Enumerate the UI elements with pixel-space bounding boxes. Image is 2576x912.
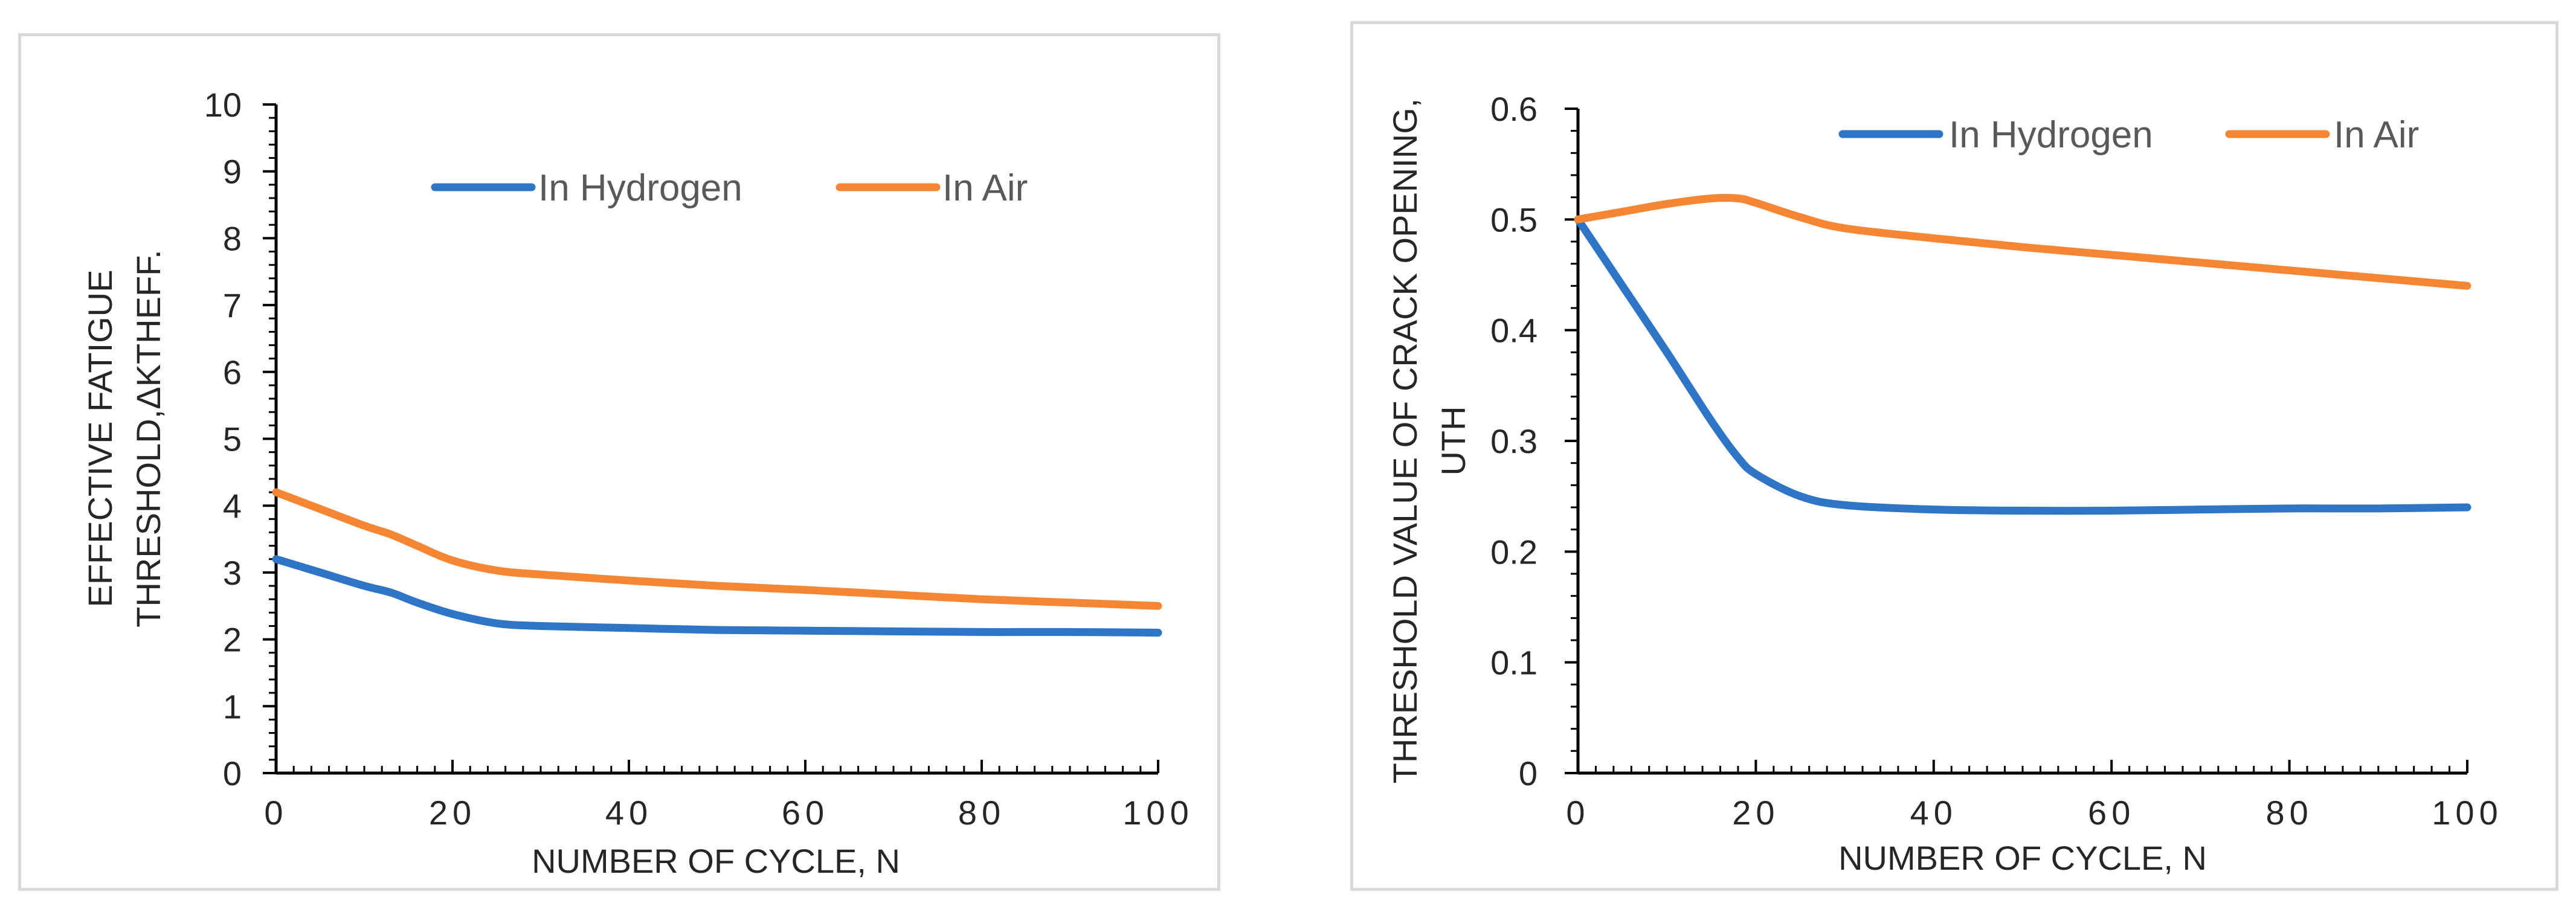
x-tick-label: 20 [1732, 794, 1779, 832]
series-line-in-hydrogen [272, 555, 1162, 637]
chart-panel-right: 0 0.1 0.2 0.3 0.4 0.5 0.6 0 20 40 60 80 100 NUMBER OF… [1350, 21, 2558, 891]
x-tick-label: 80 [2265, 794, 2313, 832]
y-tick-label: 0.1 [1490, 644, 1538, 682]
y-axis-title-line: UTH [1434, 406, 1472, 475]
legend-label-in-hydrogen: In Hydrogen [1949, 114, 2153, 156]
y-tick-label: 8 [223, 219, 242, 257]
x-tick-label: 0 [1566, 794, 1589, 832]
x-tick-label: 0 [264, 794, 288, 832]
y-tick-label: 9 [223, 153, 242, 191]
y-tick-label: 10 [204, 86, 242, 124]
y-tick-label: 0 [1519, 754, 1538, 792]
chart-right-svg: 0 0.1 0.2 0.3 0.4 0.5 0.6 0 20 40 60 80 100 NUMBER OF… [1386, 90, 2502, 877]
x-axis-title: NUMBER OF CYCLE, N [532, 842, 900, 880]
y-tick-label: 0.6 [1490, 90, 1538, 128]
x-tick-label: 80 [958, 794, 1005, 832]
legend-label-in-air: In Air [942, 167, 1028, 209]
y-tick-label: 4 [223, 487, 242, 525]
y-tick-label: 2 [223, 621, 242, 659]
y-tick-label: 0.5 [1490, 201, 1538, 239]
y-axis-title-line: THRESHOLD VALUE OF CRACK OPENING, [1386, 98, 1424, 784]
chart-panel-left: 0 1 2 3 4 5 6 7 8 9 10 0 20 40 60 80 100 NUMBER OF CYCLE,… [18, 33, 1220, 891]
x-tick-label: 60 [782, 794, 829, 832]
y-tick-label: 3 [223, 554, 242, 592]
y-tick-label: 5 [223, 420, 242, 458]
y-tick-label: 6 [223, 353, 242, 391]
series-line-in-hydrogen [1574, 215, 2471, 515]
y-tick-label: 0.4 [1490, 312, 1538, 350]
x-axis-title: NUMBER OF CYCLE, N [1838, 839, 2207, 877]
x-tick-label: 100 [2432, 794, 2502, 832]
x-tick-label: 40 [1910, 794, 1957, 832]
legend-label-in-air: In Air [2334, 114, 2419, 156]
x-tick-label: 20 [429, 794, 476, 832]
x-tick-label: 100 [1122, 794, 1193, 832]
y-tick-label: 0 [223, 754, 242, 792]
y-tick-label: 7 [223, 286, 242, 324]
y-tick-label: 0.3 [1490, 422, 1538, 460]
series-line-in-air [272, 488, 1162, 610]
legend-label-in-hydrogen: In Hydrogen [538, 167, 742, 209]
y-axis-title-line: THRESHOLD,ΔKTHEFF. [129, 249, 167, 627]
y-tick-label: 1 [223, 687, 242, 725]
x-tick-label: 40 [605, 794, 652, 832]
y-tick-label: 0.2 [1490, 533, 1538, 571]
series-line-in-air [1574, 193, 2471, 290]
x-tick-label: 60 [2088, 794, 2135, 832]
y-axis-title-line: EFFECTIVE FATIGUE [81, 269, 119, 607]
